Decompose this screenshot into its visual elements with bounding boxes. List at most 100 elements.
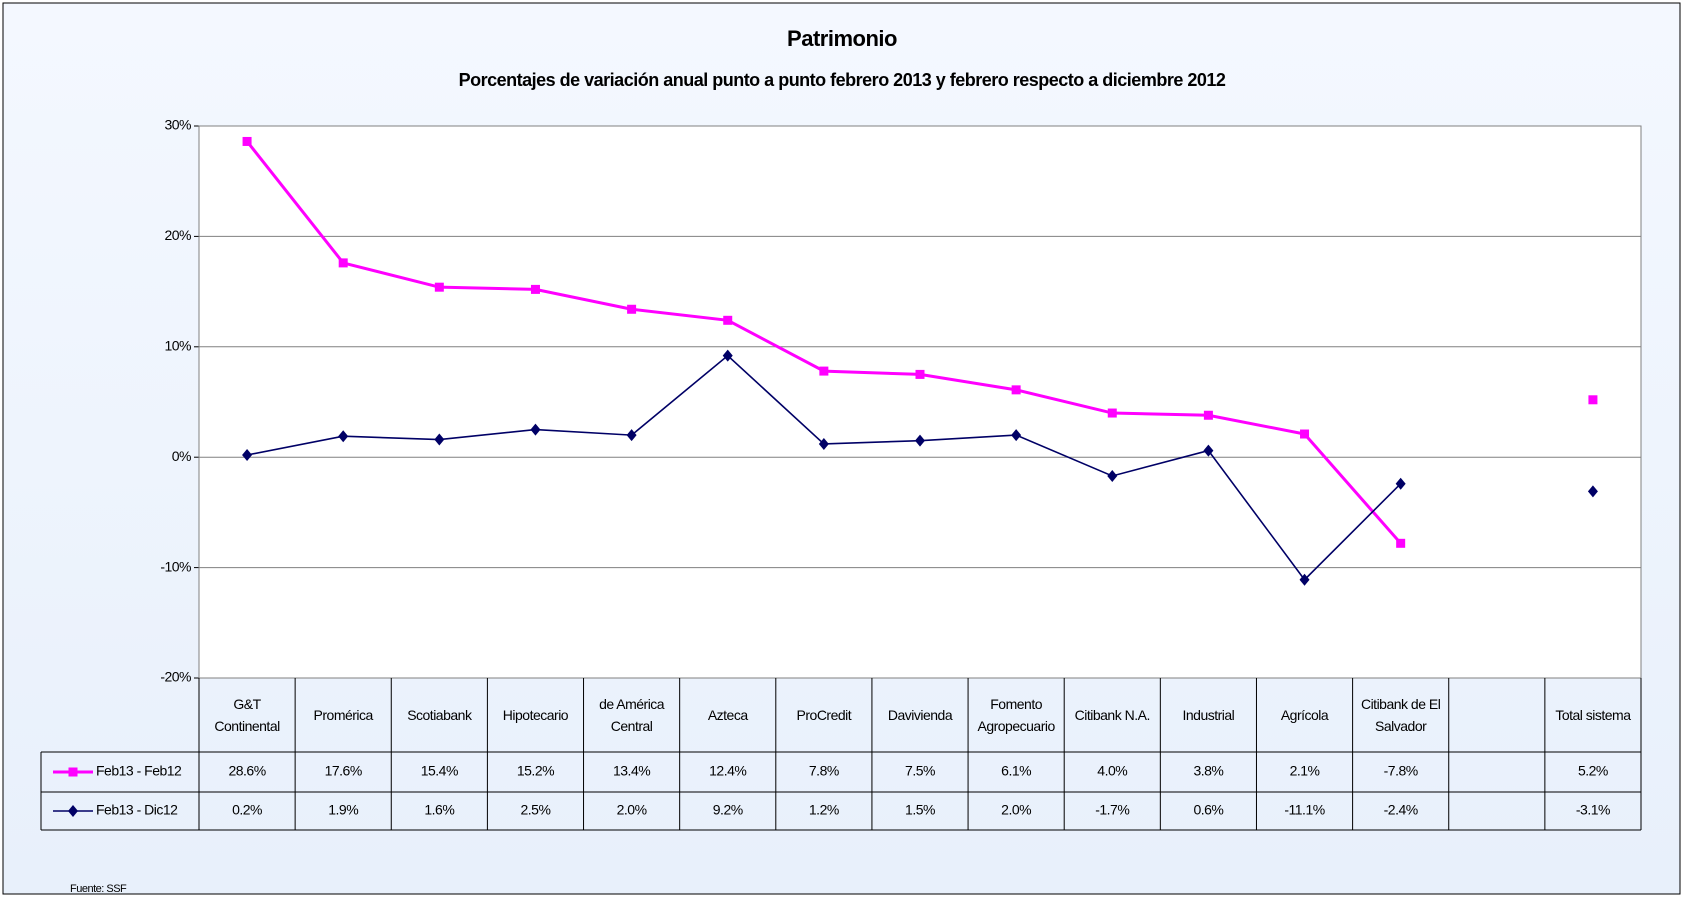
plot-border bbox=[198, 125, 1642, 679]
plot-area bbox=[199, 126, 1641, 678]
value-label: 28.6% bbox=[228, 763, 265, 779]
value-label: -2.4% bbox=[1384, 802, 1418, 818]
category-cell: Industrial bbox=[1182, 707, 1235, 723]
category-cell: ProCredit bbox=[796, 707, 852, 723]
y-tick-label: 20% bbox=[164, 227, 191, 243]
marker bbox=[1396, 538, 1406, 548]
value-label: 15.2% bbox=[517, 763, 554, 779]
x-tick-label: Hipotecario bbox=[502, 707, 569, 723]
category-cell: Promérica bbox=[313, 707, 374, 723]
x-tick-label: Agrícola bbox=[1280, 707, 1329, 723]
value-label: 7.5% bbox=[905, 763, 935, 779]
x-tick-label: de América Central bbox=[599, 696, 665, 734]
x-tick-label: Industrial bbox=[1182, 707, 1235, 723]
x-tick-label: Davivienda bbox=[887, 707, 953, 723]
y-tick-label: 0% bbox=[172, 448, 191, 464]
value-label: -11.1% bbox=[1284, 802, 1324, 818]
category-cell: Total sistema bbox=[1555, 707, 1631, 723]
x-tick-label bbox=[1451, 679, 1543, 751]
x-tick-label: G&T Continental bbox=[214, 696, 280, 734]
value-label: 2.5% bbox=[521, 802, 551, 818]
marker bbox=[1300, 429, 1310, 439]
marker bbox=[1107, 469, 1118, 482]
value-label: 1.5% bbox=[905, 802, 935, 818]
marker bbox=[818, 437, 829, 450]
value-label: -1.7% bbox=[1095, 802, 1129, 818]
marker bbox=[819, 366, 829, 376]
marker bbox=[1203, 444, 1214, 457]
marker bbox=[1011, 385, 1021, 395]
x-tick-label: Citibank de El Salvador bbox=[1360, 696, 1441, 734]
y-tick-label: 10% bbox=[164, 338, 191, 354]
marker bbox=[1203, 410, 1213, 420]
legend-marker bbox=[68, 767, 78, 777]
marker bbox=[1587, 485, 1598, 498]
value-label: 4.0% bbox=[1097, 763, 1127, 779]
value-label: 13.4% bbox=[613, 763, 650, 779]
value-label: 1.2% bbox=[809, 802, 839, 818]
category-cell bbox=[1451, 679, 1543, 751]
chart-title: Patrimonio bbox=[787, 26, 897, 51]
x-tick-label: Promérica bbox=[313, 707, 374, 723]
marker bbox=[1107, 408, 1117, 418]
marker bbox=[530, 423, 541, 436]
marker bbox=[338, 258, 348, 268]
category-cell: Davivienda bbox=[887, 707, 953, 723]
x-tick-label: Azteca bbox=[707, 707, 748, 723]
marker bbox=[434, 433, 445, 446]
category-cell: Scotiabank bbox=[407, 707, 472, 723]
marker bbox=[722, 349, 733, 362]
marker bbox=[627, 304, 637, 314]
x-tick-label: Scotiabank bbox=[407, 707, 472, 723]
x-tick-label: ProCredit bbox=[796, 707, 852, 723]
category-cell: Fomento Agropecuario bbox=[977, 696, 1055, 734]
value-label: 2.1% bbox=[1290, 763, 1320, 779]
marker bbox=[530, 284, 540, 294]
category-cell: Azteca bbox=[707, 707, 748, 723]
marker bbox=[1011, 429, 1022, 442]
marker bbox=[915, 434, 925, 447]
marker bbox=[434, 282, 444, 292]
legend-marker bbox=[68, 805, 78, 817]
marker bbox=[626, 429, 637, 442]
y-tick-label: 30% bbox=[164, 117, 191, 133]
value-label: 7.8% bbox=[809, 763, 839, 779]
value-label: 9.2% bbox=[713, 802, 743, 818]
category-cell: Agrícola bbox=[1280, 707, 1329, 723]
value-label: 15.4% bbox=[421, 763, 458, 779]
value-label: 6.1% bbox=[1001, 763, 1031, 779]
value-label: 1.6% bbox=[424, 802, 454, 818]
marker bbox=[723, 315, 733, 325]
marker bbox=[242, 136, 252, 146]
value-label: 0.6% bbox=[1193, 802, 1223, 818]
marker bbox=[915, 369, 925, 379]
value-label: 3.8% bbox=[1193, 763, 1223, 779]
value-label: 5.2% bbox=[1578, 763, 1608, 779]
marker bbox=[1299, 573, 1310, 586]
category-cell: de América Central bbox=[599, 696, 665, 734]
marker bbox=[1395, 477, 1406, 490]
x-tick-label: Fomento Agropecuario bbox=[977, 696, 1055, 734]
value-label: 1.9% bbox=[328, 802, 358, 818]
x-tick-label: Total sistema bbox=[1555, 707, 1631, 723]
value-label: 2.0% bbox=[1001, 802, 1031, 818]
legend-label: Feb13 - Feb12 bbox=[96, 763, 182, 779]
y-tick-label: -10% bbox=[160, 558, 191, 574]
chart-subtitle: Porcentajes de variación anual punto a p… bbox=[459, 70, 1226, 90]
marker bbox=[242, 448, 253, 461]
value-label: 0.2% bbox=[232, 802, 262, 818]
source-note: Fuente: SSF bbox=[70, 883, 127, 895]
category-cell: Hipotecario bbox=[502, 707, 569, 723]
marker bbox=[338, 430, 349, 443]
y-tick-label: -20% bbox=[160, 669, 191, 685]
value-label: 17.6% bbox=[325, 763, 362, 779]
x-tick-label: Citibank N.A. bbox=[1074, 707, 1151, 723]
value-label: 12.4% bbox=[709, 763, 746, 779]
value-label: -3.1% bbox=[1576, 802, 1610, 818]
category-cell: Citibank de El Salvador bbox=[1360, 696, 1441, 734]
value-label: 2.0% bbox=[617, 802, 647, 818]
legend-label: Feb13 - Dic12 bbox=[96, 802, 178, 818]
value-label: -7.8% bbox=[1384, 763, 1418, 779]
category-cell: Citibank N.A. bbox=[1074, 707, 1151, 723]
